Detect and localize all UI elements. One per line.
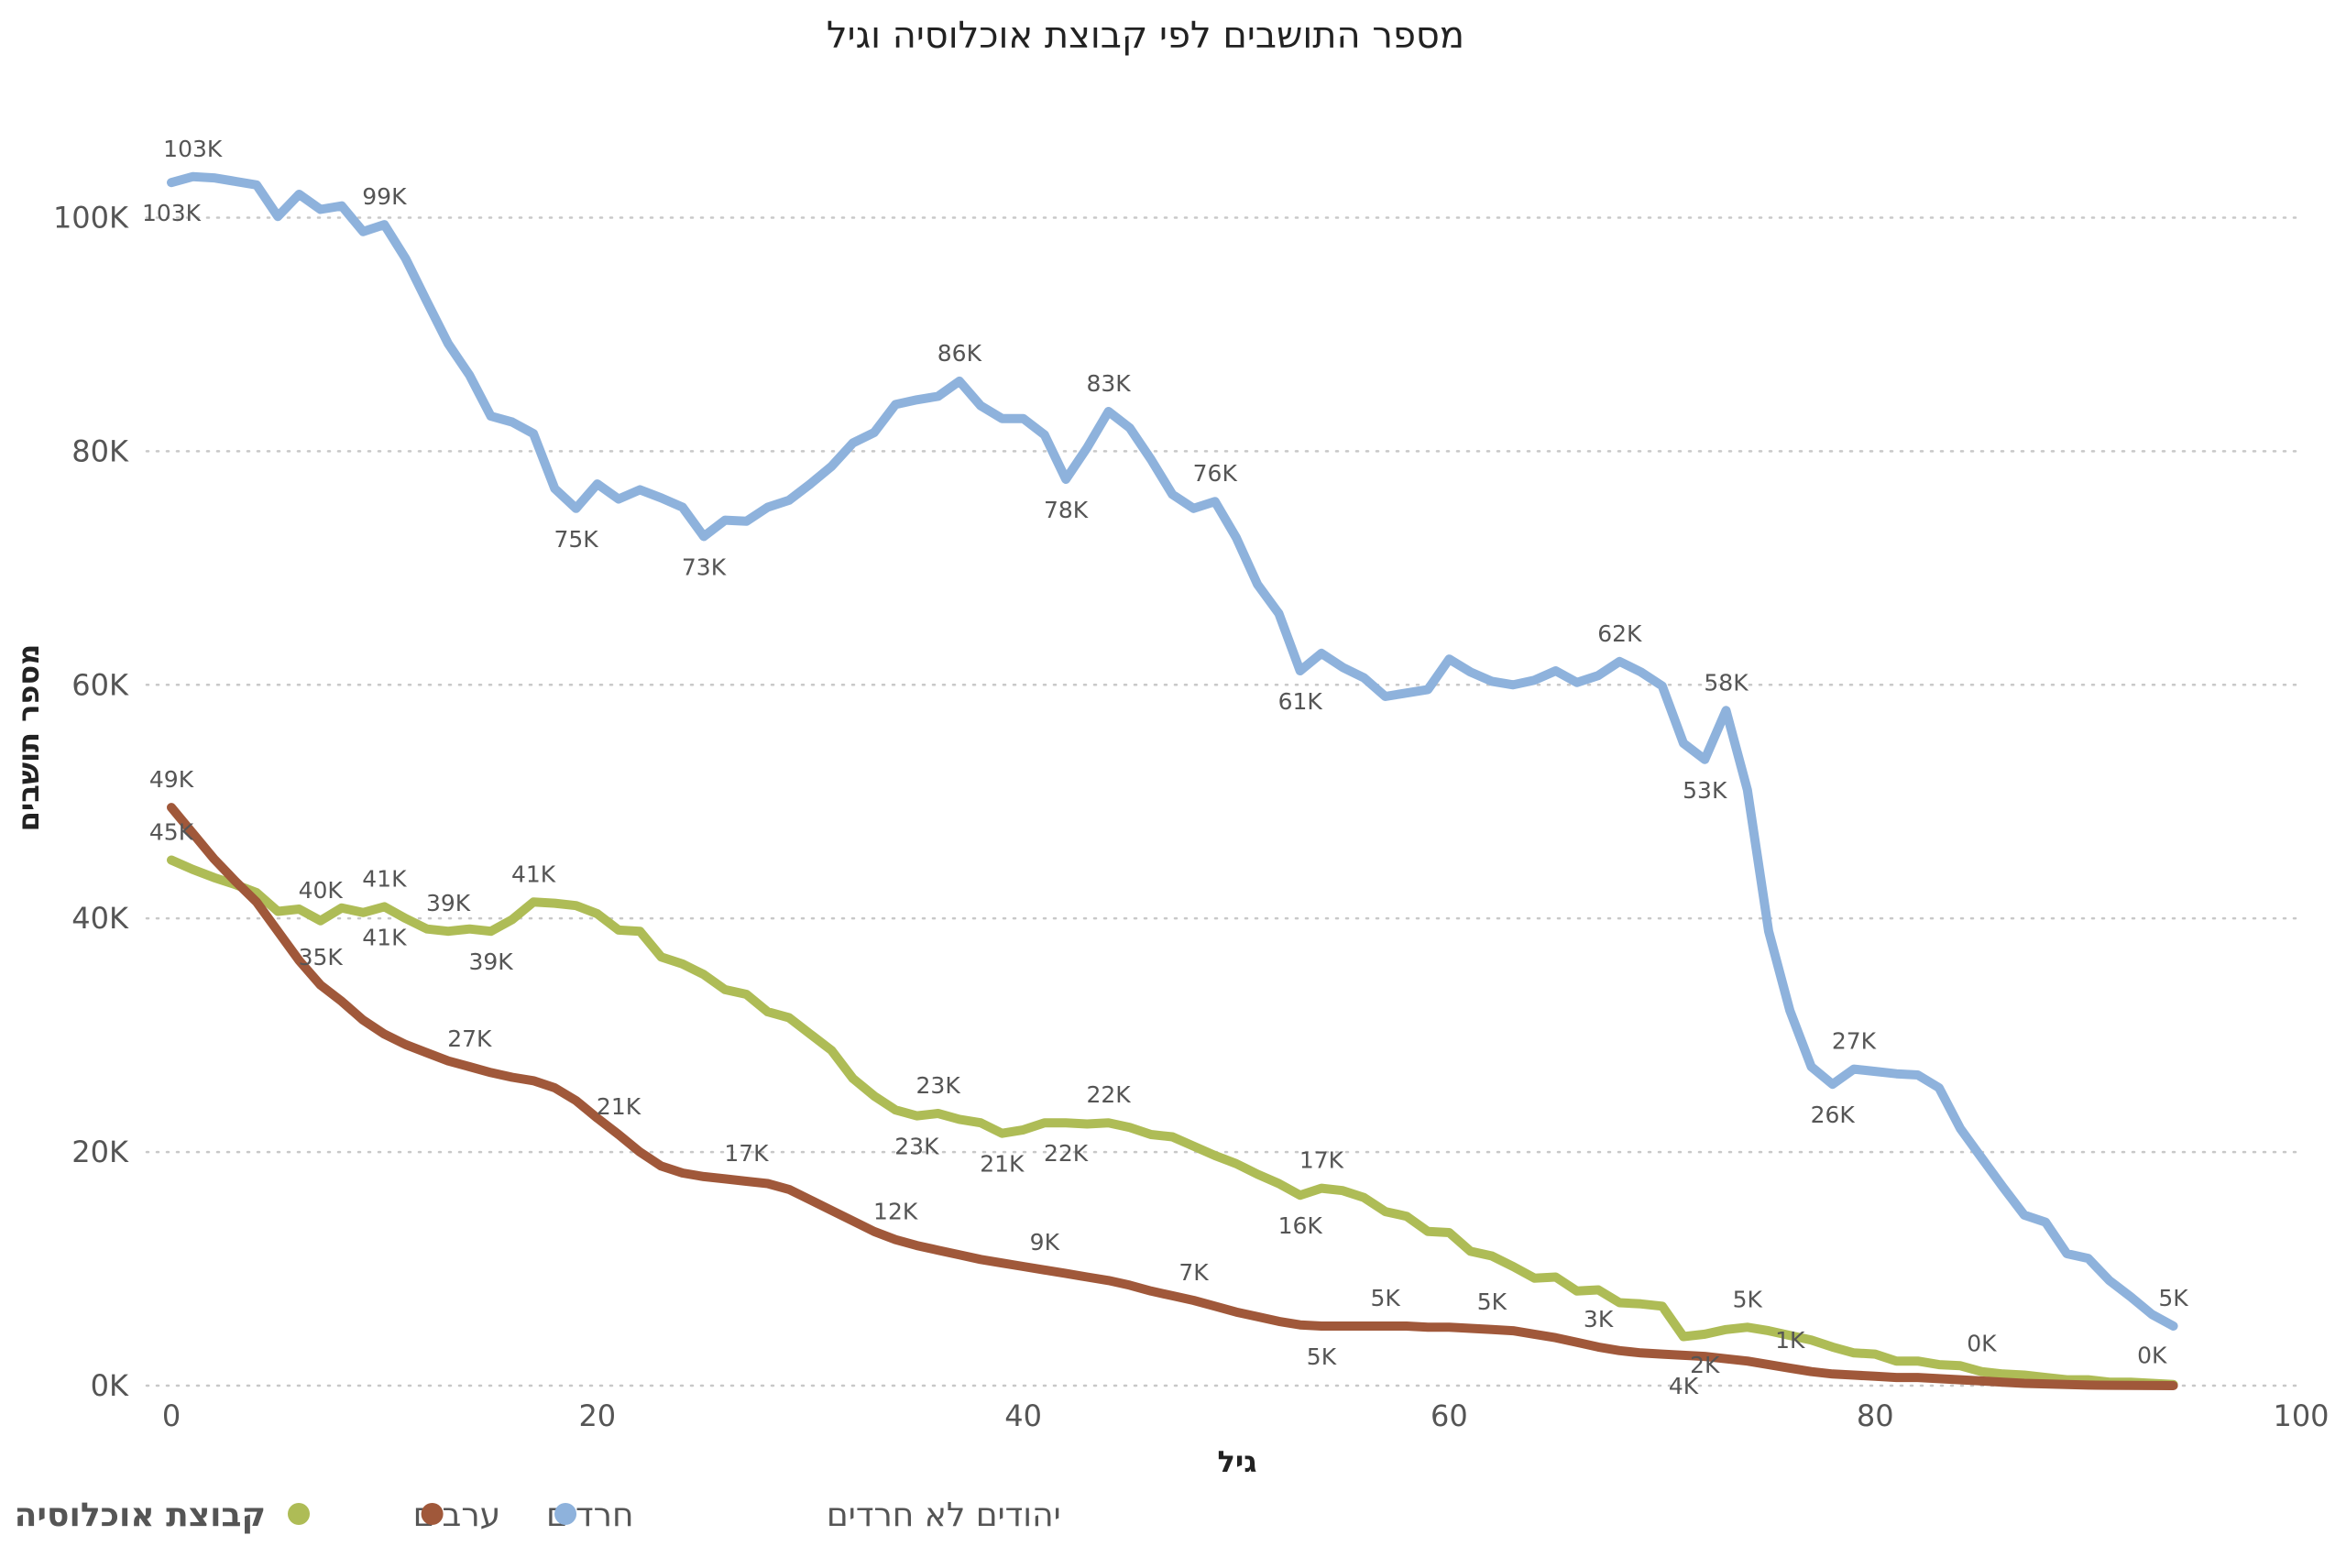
data-labels: 103K 103K 99K 75K 73K 86K 78K 83K 76K 61K 62K 53K 58… [142, 136, 2188, 1399]
series-line [167, 171, 2178, 1331]
data-label: 45K [149, 818, 194, 845]
data-label: 78K [1044, 497, 1089, 523]
data-label: 4K [1669, 1373, 1699, 1399]
data-label: 40K [299, 877, 344, 904]
data-label: 23K [916, 1072, 961, 1099]
y-tick-label: 60K [71, 667, 129, 702]
data-label: 41K [362, 865, 407, 892]
data-label: 7K [1178, 1259, 1209, 1286]
data-label: 21K [980, 1151, 1025, 1178]
data-label: 0K [1967, 1331, 1997, 1357]
data-label: 86K [937, 340, 982, 367]
data-label: 76K [1193, 460, 1238, 487]
data-label: 9K [1030, 1229, 1060, 1255]
data-label: 5K [1733, 1286, 1763, 1312]
data-label: 12K [873, 1199, 918, 1225]
legend-marker [421, 1503, 444, 1525]
x-axis-ticks: 0 20 40 60 80 100 [162, 1398, 2330, 1433]
data-label: 27K [1832, 1028, 1877, 1055]
data-label: 16K [1278, 1212, 1323, 1239]
x-tick-label: 40 [1004, 1398, 1042, 1433]
data-label: 5K [2158, 1285, 2188, 1311]
data-label: 17K [724, 1140, 769, 1167]
legend-item: ערבים [288, 1497, 500, 1534]
y-tick-label: 80K [71, 433, 129, 468]
data-label: 17K [1299, 1147, 1344, 1174]
data-label: 103K [142, 200, 202, 226]
data-label: 5K [1371, 1285, 1401, 1311]
x-axis-title: גיל [1217, 1444, 1256, 1479]
series-line [167, 803, 2178, 1390]
x-tick-label: 100 [2273, 1398, 2329, 1433]
legend: קבוצת אוכלוסיה ערבים חרדים יהודים לא חרדים [15, 1497, 1061, 1534]
data-label: 103K [163, 136, 223, 162]
data-label: 41K [511, 861, 556, 887]
data-label: 22K [1086, 1081, 1131, 1108]
y-tick-label: 100K [53, 200, 129, 235]
data-label: 83K [1086, 370, 1131, 397]
data-label: 3K [1584, 1306, 1614, 1332]
x-tick-label: 60 [1431, 1398, 1468, 1433]
data-label: 75K [554, 526, 598, 553]
data-label: 58K [1704, 669, 1749, 696]
data-label: 1K [1775, 1327, 1805, 1354]
data-label: 26K [1811, 1102, 1856, 1128]
data-label: 62K [1597, 620, 1642, 647]
y-axis-ticks: 0K 20K 40K 60K 80K 100K [53, 200, 129, 1403]
data-label: 61K [1278, 688, 1323, 715]
y-tick-label: 40K [71, 901, 129, 936]
data-label: 39K [468, 948, 513, 975]
x-tick-label: 20 [578, 1398, 616, 1433]
data-label: 5K [1307, 1343, 1337, 1370]
data-label: 0K [2137, 1342, 2167, 1368]
legend-title: קבוצת אוכלוסיה [15, 1497, 266, 1534]
data-label: 39K [426, 890, 471, 916]
data-label: 2K [1690, 1352, 1720, 1378]
legend-items: ערבים חרדים יהודים לא חרדים [288, 1497, 1061, 1534]
data-label: 5K [1477, 1288, 1507, 1315]
y-tick-label: 0K [91, 1368, 129, 1403]
data-label: 22K [1044, 1140, 1089, 1167]
legend-marker [288, 1503, 310, 1525]
data-label: 35K [299, 944, 344, 970]
y-tick-label: 20K [71, 1135, 129, 1169]
gridlines [145, 216, 2303, 1387]
data-label: 23K [894, 1134, 939, 1160]
series-line [167, 855, 2178, 1389]
data-label: 73K [682, 554, 727, 580]
legend-label: יהודים לא חרדים [827, 1497, 1061, 1534]
x-tick-label: 80 [1857, 1398, 1894, 1433]
legend-item: יהודים לא חרדים [554, 1497, 1061, 1534]
data-label: 27K [447, 1025, 492, 1052]
data-label: 53K [1683, 777, 1727, 804]
series-lines [167, 171, 2178, 1390]
data-label: 99K [362, 183, 407, 210]
data-label: 41K [362, 924, 407, 950]
legend-marker [554, 1503, 577, 1525]
chart-title: מספר התושבים לפי קבוצת אוכלוסיה וגיל [827, 15, 1464, 57]
y-axis-title: מספר תושבים [11, 644, 46, 832]
x-tick-label: 0 [162, 1398, 181, 1433]
data-label: 21K [597, 1093, 641, 1120]
data-label: 49K [149, 766, 194, 793]
